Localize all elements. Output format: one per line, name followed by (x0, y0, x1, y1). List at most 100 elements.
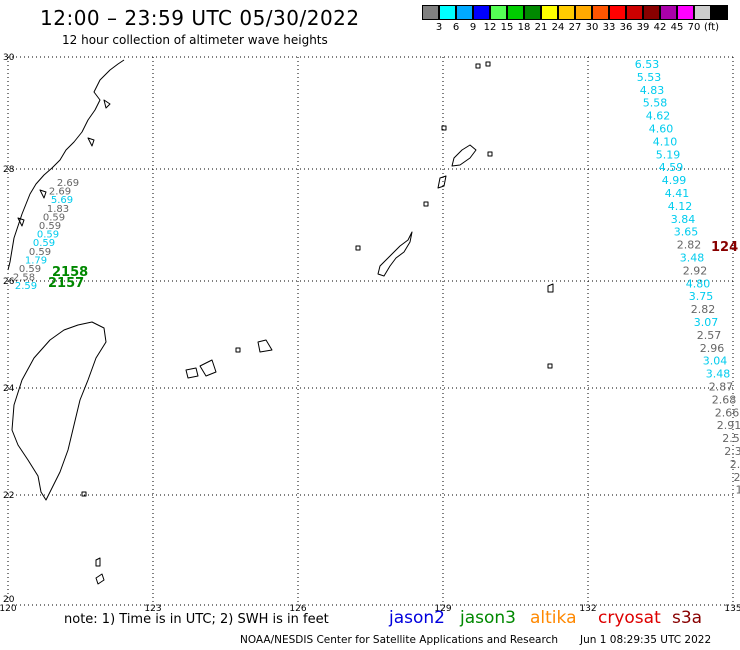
colorbar-tick-label: 42 (653, 22, 667, 33)
iriomote-island (185, 367, 199, 379)
east-track-value: 6.53 (635, 58, 660, 71)
graticule (7, 56, 734, 606)
colorbar-swatch (609, 5, 626, 20)
longitude-label: 126 (289, 604, 306, 614)
colorbar-tick-label: 27 (568, 22, 582, 33)
colorbar-swatch (524, 5, 541, 20)
colorbar-tick-label: 9 (469, 22, 477, 33)
colorbar-swatch (575, 5, 592, 20)
west-track-value: 1.83 (47, 204, 69, 215)
legend-jason3: jason3 (460, 608, 516, 628)
east-track-value: 2. (730, 458, 740, 471)
latitude-label: 30 (3, 53, 15, 63)
colorbar-tick-label: 15 (500, 22, 514, 33)
east-track-value: 2.3 (724, 445, 740, 458)
east-track-value: 2 (734, 471, 740, 484)
amami-coastline (451, 144, 477, 167)
colorbar-swatch (694, 5, 711, 20)
colorbar-swatch (422, 5, 439, 20)
map-title: 12:00 – 23:59 UTC 05/30/2022 (40, 6, 360, 30)
colorbar-swatch (490, 5, 507, 20)
colorbar-swatch (643, 5, 660, 20)
colorbar-swatch (660, 5, 677, 20)
longitude-label: 120 (0, 604, 17, 614)
west-track-value: 0.59 (37, 230, 59, 241)
daito-island (547, 283, 554, 293)
east-track-value: 5.19 (656, 148, 681, 161)
ishigaki-island (199, 359, 217, 377)
west-track-value: 2.59 (15, 281, 37, 292)
colorbar-tick-label: 24 (551, 22, 565, 33)
east-track-value: 4.10 (653, 135, 678, 148)
east-track-value: 4.12 (668, 200, 693, 213)
legend-altika: altika (530, 608, 577, 628)
east-track-value: 2.87 (709, 381, 734, 394)
east-track-value: 1 (736, 484, 740, 497)
colorbar-tick-label: 33 (602, 22, 616, 33)
longitude-label: 132 (579, 604, 596, 614)
east-track-value: 4.60 (649, 123, 674, 136)
legend-cryosat: cryosat (598, 608, 661, 628)
east-track-value: 4.80 (686, 277, 711, 290)
east-track-value: 2.96 (700, 342, 725, 355)
small-islets (81, 61, 553, 585)
east-track-value: 4.83 (640, 84, 665, 97)
footer-note: note: 1) Time is in UTC; 2) SWH is in fe… (64, 612, 329, 627)
west-track-value: 2.69 (57, 178, 79, 189)
west-track-value: 0.59 (33, 238, 55, 249)
east-track-value: 4.41 (665, 187, 690, 200)
taiwan-coastline (11, 321, 107, 501)
colorbar-tick-label: 45 (670, 22, 684, 33)
west-track-value: 0.59 (29, 247, 51, 258)
east-track-value: 3.04 (703, 355, 728, 368)
map-subtitle: 12 hour collection of altimeter wave hei… (62, 33, 328, 47)
east-track-value: 2.5 (722, 432, 740, 445)
credit-line: NOAA/NESDIS Center for Satellite Applica… (240, 634, 558, 646)
colorbar-swatch (677, 5, 694, 20)
colorbar-swatch (507, 5, 524, 20)
east-track-value: 2.57 (697, 329, 722, 342)
latitude-label: 22 (3, 491, 14, 501)
east-track-values: 6.535.534.835.584.624.604.105.194.594.99… (635, 58, 740, 497)
legend-s3a: s3a (672, 608, 703, 628)
east-track-value: 2.92 (683, 264, 708, 277)
east-track-value: 3.65 (674, 226, 699, 239)
colorbar-tick-label: 6 (452, 22, 460, 33)
east-track-value: 2.68 (712, 393, 737, 406)
legend-jason2: jason2 (389, 608, 445, 628)
west-track-value: 1.79 (25, 255, 47, 266)
longitude-label: 129 (434, 604, 451, 614)
west-track-value: 2.69 (49, 187, 71, 198)
colorbar-tick-label: 21 (534, 22, 548, 33)
east-track-value: 3.84 (671, 213, 696, 226)
west-track-values: 2.692.695.691.830.590.590.590.590.591.79… (13, 178, 79, 292)
east-track-value: 2.82 (691, 303, 716, 316)
east-track-value: 3.48 (706, 368, 731, 381)
west-track-value: 2.58 (13, 273, 35, 284)
generation-timestamp: Jun 1 08:29:35 UTC 2022 (580, 634, 712, 646)
east-track-value: 4.99 (662, 174, 687, 187)
green-track-value: 2158 (52, 265, 88, 280)
okinawa-coastline (377, 231, 413, 277)
china-coastline (7, 59, 125, 271)
longitude-labels: 120 123 126 129 132 135 (0, 604, 740, 614)
east-track-value: 3.07 (694, 316, 719, 329)
colorbar-swatch (439, 5, 456, 20)
colorbar-tick-label: 18 (517, 22, 531, 33)
longitude-label: 135 (724, 604, 740, 614)
colorbar-swatch (711, 5, 728, 20)
colorbar-tick-label: 36 (619, 22, 633, 33)
latitude-label: 26 (3, 277, 15, 287)
latitude-labels: 30 28 26 24 22 20 (3, 53, 15, 605)
colorbar-tick-label: 3 (435, 22, 443, 33)
west-track-value: 0.59 (43, 212, 65, 223)
colorbar-tick-label: 30 (585, 22, 599, 33)
colorbar-swatch (456, 5, 473, 20)
coastlines (7, 59, 554, 585)
east-track-value: 5.58 (643, 97, 668, 110)
east-track-outlier-value: 124 (711, 240, 738, 255)
east-track-value: 2.82 (677, 239, 702, 252)
colorbar-swatch (592, 5, 609, 20)
colorbar-tick-label: 39 (636, 22, 650, 33)
